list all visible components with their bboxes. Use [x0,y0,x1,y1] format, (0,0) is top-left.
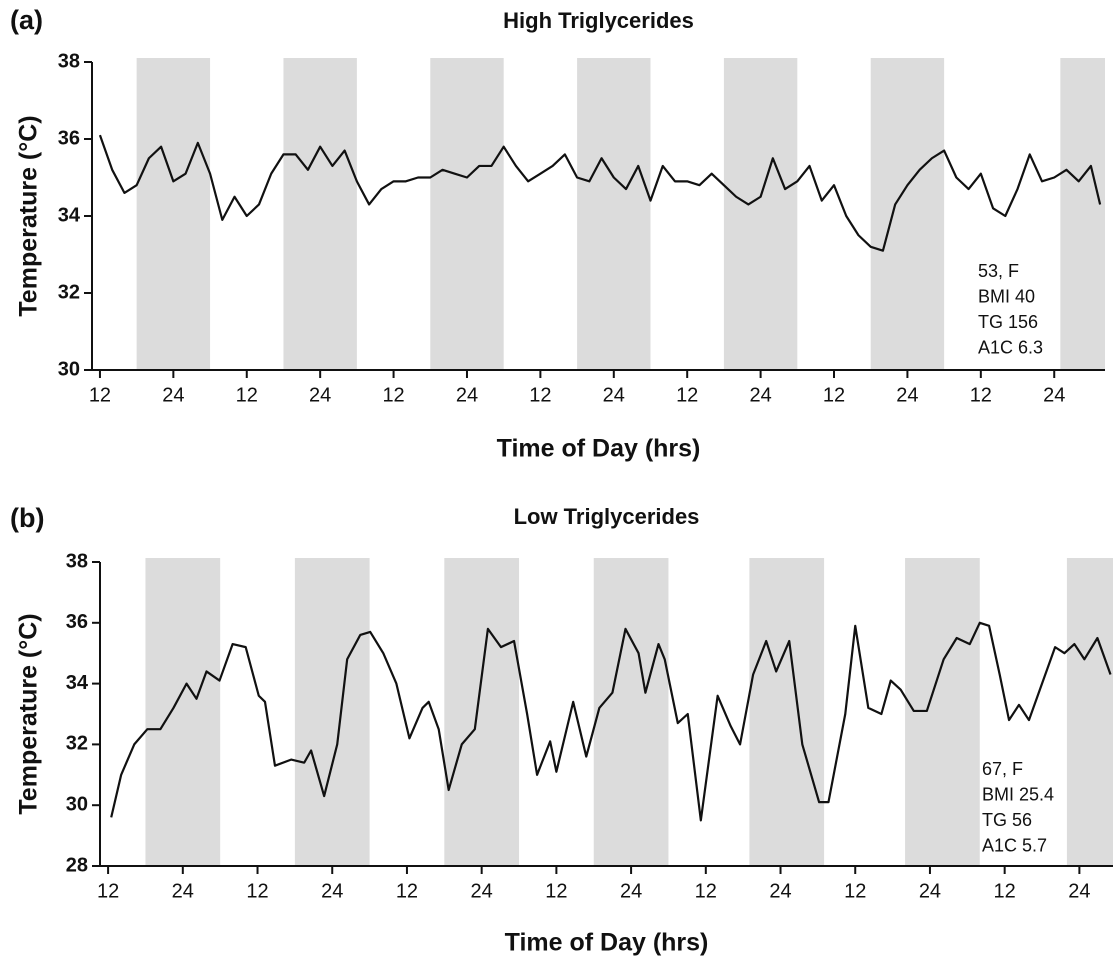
panel-label: (b) [10,503,44,533]
x-tick-label: 12 [89,384,111,406]
night-shade [1066,558,1113,866]
x-tick-label: 24 [896,384,918,406]
x-tick-label: 24 [456,384,478,406]
x-tick-label: 24 [603,384,625,406]
x-tick-label: 12 [97,880,119,902]
x-tick-label: 24 [749,384,771,406]
x-tick-label: 12 [396,880,418,902]
x-tick-label: 24 [1068,880,1090,902]
y-tick-label: 34 [58,204,81,226]
y-tick-label: 38 [58,50,80,72]
x-tick-label: 12 [844,880,866,902]
x-tick-label: 12 [236,384,258,406]
x-tick-label: 24 [620,880,642,902]
temperature-line [110,621,1112,822]
x-axis-label: Time of Day (hrs) [505,929,709,957]
night-shade [444,558,520,866]
y-tick-label: 36 [66,611,88,633]
x-tick-label: 24 [162,384,184,406]
night-shade [136,58,211,370]
x-tick-label: 12 [382,384,404,406]
annotation-line: BMI 40 [978,286,1035,306]
annotation-line: A1C 6.3 [978,337,1043,357]
x-tick-label: 12 [246,880,268,902]
x-tick-label: 24 [309,384,331,406]
x-tick-label: 12 [994,880,1016,902]
y-tick-label: 38 [66,550,88,572]
night-shade [430,58,504,370]
annotation-line: TG 56 [982,810,1032,830]
panel-label: (a) [10,5,43,35]
night-shade [1060,58,1105,370]
y-tick-label: 30 [58,358,80,380]
night-shade [577,58,651,370]
x-axis-label: Time of Day (hrs) [497,435,701,463]
annotation-line: TG 156 [978,312,1038,332]
y-tick-label: 30 [66,793,88,815]
y-tick-label: 32 [66,733,88,755]
y-tick-label: 32 [58,281,80,303]
annotation-line: BMI 25.4 [982,784,1054,804]
y-axis-label: Temperature (°C) [15,613,43,814]
x-tick-label: 24 [919,880,941,902]
night-shade [283,58,357,370]
y-tick-label: 36 [58,127,80,149]
x-tick-label: 12 [970,384,992,406]
annotation-line: 53, F [978,261,1019,281]
x-tick-label: 24 [321,880,343,902]
x-tick-label: 12 [529,384,551,406]
x-tick-label: 12 [695,880,717,902]
chart-title: Low Triglycerides [514,504,700,529]
night-shade [294,558,370,866]
chart-title: High Triglycerides [503,8,694,33]
x-tick-label: 24 [471,880,493,902]
night-shade [749,558,825,866]
x-tick-label: 24 [172,880,194,902]
night-shade [145,558,221,866]
x-tick-label: 12 [545,880,567,902]
y-tick-label: 34 [66,672,89,694]
temperature-line [98,134,1102,252]
x-tick-label: 12 [676,384,698,406]
x-tick-label: 24 [769,880,791,902]
annotation-line: 67, F [982,759,1023,779]
y-tick-label: 28 [66,854,88,876]
annotation-line: A1C 5.7 [982,835,1047,855]
y-axis-label: Temperature (°C) [15,115,43,316]
night-shade [593,558,669,866]
night-shade [723,58,798,370]
night-shade [870,58,945,370]
x-tick-label: 12 [823,384,845,406]
x-tick-label: 24 [1043,384,1065,406]
